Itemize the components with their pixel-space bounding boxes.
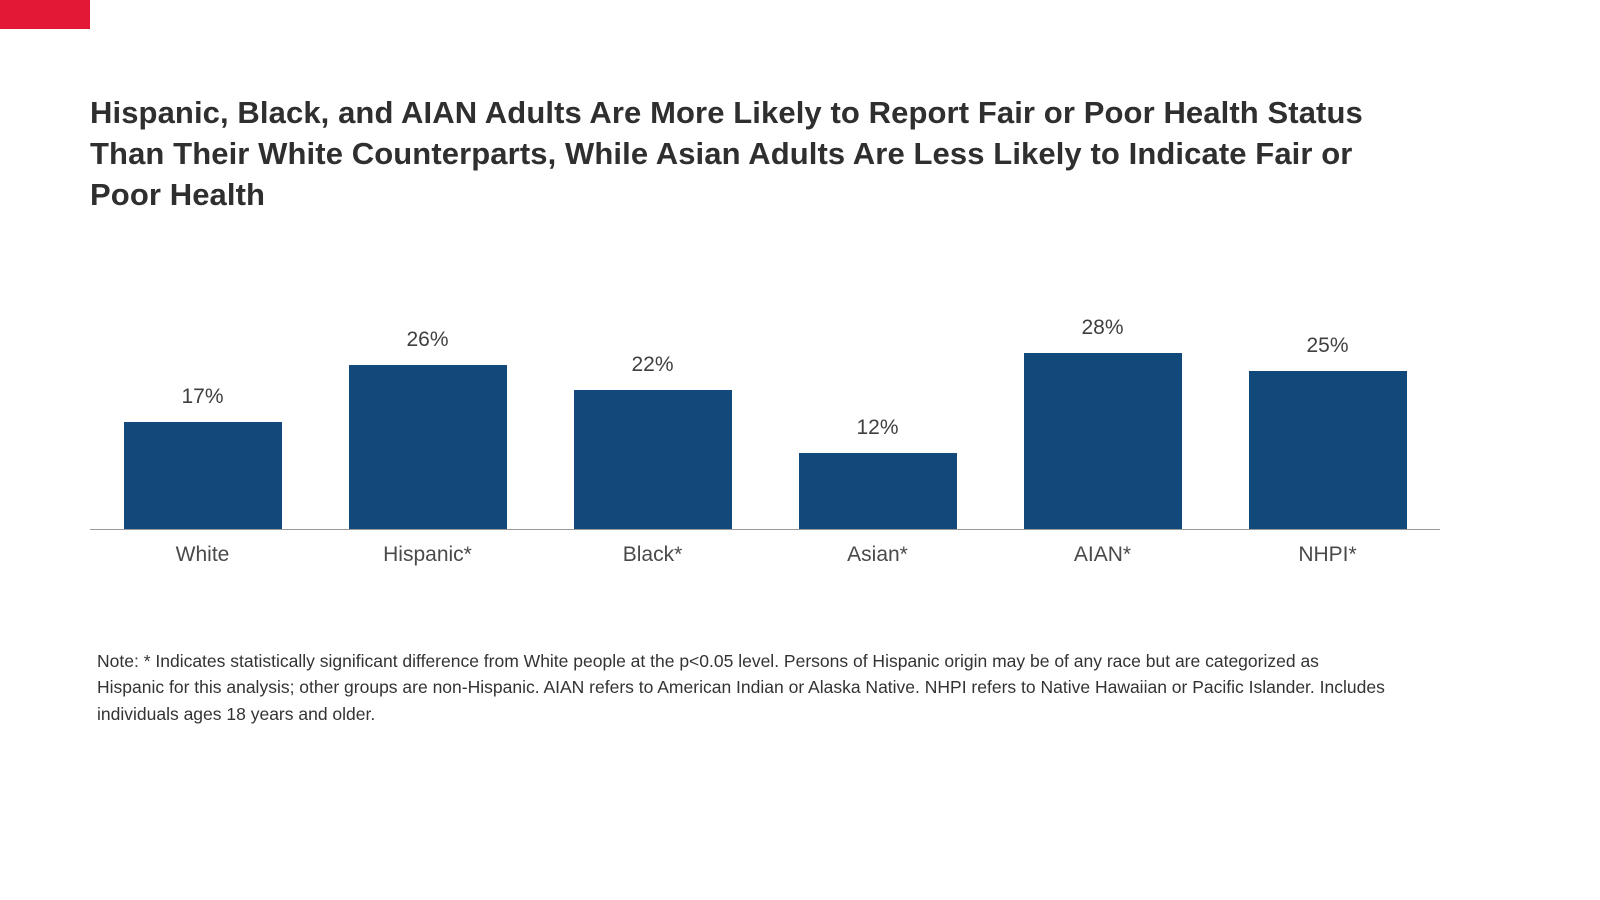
bar	[123, 422, 282, 529]
chart-note: Note: * Indicates statistically signific…	[97, 651, 1385, 724]
bar-value-label: 22%	[631, 353, 674, 376]
bar-value-label: 25%	[1306, 334, 1349, 357]
bar-column-aian: 28%	[990, 300, 1215, 529]
bar-column-asian: 12%	[765, 300, 990, 529]
category-label: NHPI*	[1298, 543, 1357, 566]
brand-red-block	[0, 0, 90, 29]
bar	[1248, 371, 1407, 529]
category-label: Black*	[622, 543, 683, 566]
category-label: Hispanic*	[383, 543, 472, 566]
bar-column-black: 22%	[540, 300, 765, 529]
bar-column-nhpi: 25%	[1215, 300, 1440, 529]
bar	[798, 453, 957, 529]
bar-value-label: 26%	[406, 328, 449, 351]
category-label: White	[175, 543, 230, 566]
chart-title: Hispanic, Black, and AIAN Adults Are Mor…	[90, 95, 1363, 212]
chart-category-axis: White Hispanic* Black* Asian* AIAN* NHPI*	[90, 530, 1440, 567]
bar-value-label: 28%	[1081, 316, 1124, 339]
bar-value-label: 12%	[856, 416, 899, 439]
bar-column-white: 17%	[90, 300, 315, 529]
bar-column-hispanic: 26%	[315, 300, 540, 529]
chart-plot-area: 17% 26% 22% 12% 28% 25%	[90, 300, 1440, 530]
bar-chart: 17% 26% 22% 12% 28% 25% White Hispanic* Black* A…	[90, 300, 1440, 567]
bar-value-label: 17%	[181, 385, 224, 408]
bar	[1023, 353, 1182, 529]
bar	[348, 365, 507, 529]
category-label: AIAN*	[1073, 543, 1132, 566]
category-label: Asian*	[847, 543, 908, 566]
bar	[573, 390, 732, 529]
